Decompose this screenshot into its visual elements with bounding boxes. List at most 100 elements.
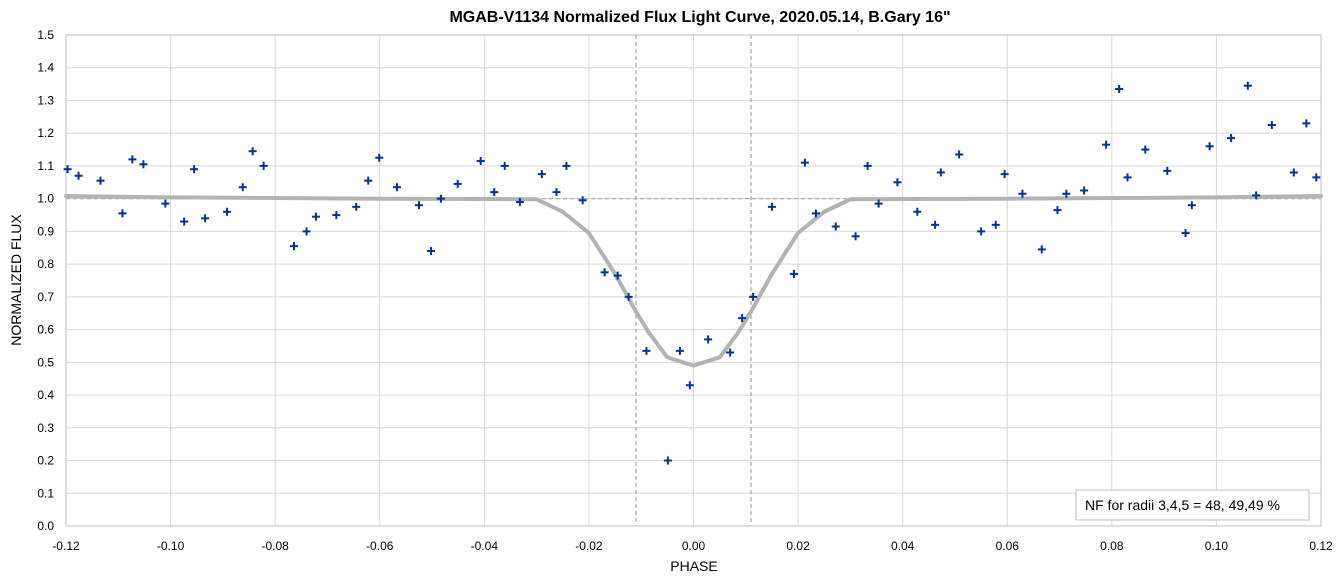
model-curve (64, 194, 1323, 368)
y-tick-label: 0.9 (37, 224, 54, 238)
data-point (977, 227, 986, 236)
data-point (552, 188, 561, 197)
data-point (515, 197, 524, 206)
model-layer (64, 194, 1323, 368)
data-point (128, 155, 137, 164)
data-point (955, 150, 964, 159)
data-point (811, 209, 820, 218)
data-point (1289, 168, 1298, 177)
data-point (1163, 166, 1172, 175)
annotation-text: NF for radii 3,4,5 = 48, 49,49 % (1085, 497, 1280, 513)
x-tick-label: -0.08 (261, 539, 289, 553)
x-tick-label: -0.10 (157, 539, 185, 553)
x-axis-title: PHASE (670, 558, 717, 574)
data-point (991, 220, 1000, 229)
data-point (874, 199, 883, 208)
data-point (1053, 206, 1062, 215)
data-point (259, 161, 268, 170)
x-tick-label: -0.02 (575, 539, 603, 553)
data-point (1243, 81, 1252, 90)
data-point (1123, 173, 1132, 182)
data-point (913, 207, 922, 216)
data-point (1181, 229, 1190, 238)
data-point (562, 161, 571, 170)
y-tick-label: 0.6 (37, 323, 54, 337)
data-point (453, 179, 462, 188)
x-tick-label: 0.00 (682, 539, 706, 553)
data-point (863, 161, 872, 170)
x-tick-labels: -0.12 -0.10 -0.08 -0.06 -0.04 -0.02 0.00 0.02 0.… (52, 539, 1333, 553)
data-point (436, 194, 445, 203)
data-point (96, 176, 105, 185)
data-point (1302, 119, 1311, 128)
data-point (1252, 191, 1261, 200)
data-point (767, 202, 776, 211)
data-point (749, 292, 758, 301)
data-point (1062, 189, 1071, 198)
data-point (223, 207, 232, 216)
x-tick-label: -0.06 (366, 539, 394, 553)
data-point (613, 271, 622, 280)
y-tick-label: 1.0 (37, 192, 54, 206)
y-tick-label: 1.5 (37, 28, 54, 42)
data-point (426, 247, 435, 256)
x-tick-label: 0.12 (1309, 539, 1333, 553)
grid-layer (65, 34, 1322, 527)
data-point (1141, 145, 1150, 154)
y-axis-title: NORMALIZED FLUX (8, 214, 24, 346)
annotation-frame (1075, 489, 1310, 521)
data-point (1267, 121, 1276, 130)
data-point (1018, 189, 1027, 198)
x-tick-label: 0.06 (996, 539, 1020, 553)
data-point (161, 199, 170, 208)
data-point (600, 268, 609, 277)
y-tick-label: 0.2 (37, 454, 54, 468)
data-point (1102, 140, 1111, 149)
data-point (624, 292, 633, 301)
x-tick-label: -0.12 (52, 539, 80, 553)
data-point (118, 209, 127, 218)
data-point (642, 346, 651, 355)
data-point (675, 346, 684, 355)
data-point (364, 176, 373, 185)
data-point (685, 381, 694, 390)
y-tick-label: 0.8 (37, 257, 54, 271)
data-point (1080, 186, 1089, 195)
data-point (851, 232, 860, 241)
data-point (789, 269, 798, 278)
y-tick-label: 0.1 (37, 486, 54, 500)
y-tick-label: 1.2 (37, 126, 54, 140)
data-point (1037, 245, 1046, 254)
data-point (931, 220, 940, 229)
data-point (190, 165, 199, 174)
data-point (1187, 201, 1196, 210)
x-tick-label: 0.02 (786, 539, 810, 553)
data-point (537, 170, 546, 179)
x-tick-label: 0.10 (1205, 539, 1229, 553)
y-tick-label: 0.0 (37, 519, 54, 533)
x-tick-label: -0.04 (471, 539, 499, 553)
data-point (1115, 85, 1124, 94)
data-point (936, 168, 945, 177)
y-tick-label: 0.7 (37, 290, 54, 304)
data-point (1000, 170, 1009, 179)
data-point (800, 158, 809, 167)
points-layer (63, 81, 1321, 465)
data-point (476, 157, 485, 166)
data-point (302, 227, 311, 236)
data-point (238, 183, 247, 192)
data-point (893, 178, 902, 187)
data-point (311, 212, 320, 221)
data-point (332, 211, 341, 220)
y-tick-label: 0.3 (37, 421, 54, 435)
x-tick-label: 0.08 (1100, 539, 1124, 553)
annotation-box: NF for radii 3,4,5 = 48, 49,49 % (1075, 489, 1310, 521)
y-tick-label: 1.4 (37, 61, 54, 75)
data-point (738, 314, 747, 323)
data-point (500, 161, 509, 170)
data-point (248, 147, 257, 156)
data-point (201, 214, 210, 223)
y-tick-labels: 0.0 0.1 0.2 0.3 0.4 0.5 0.6 0.7 0.8 0.9 1.0 1.1 1.2 1… (37, 28, 54, 533)
data-point (490, 188, 499, 197)
